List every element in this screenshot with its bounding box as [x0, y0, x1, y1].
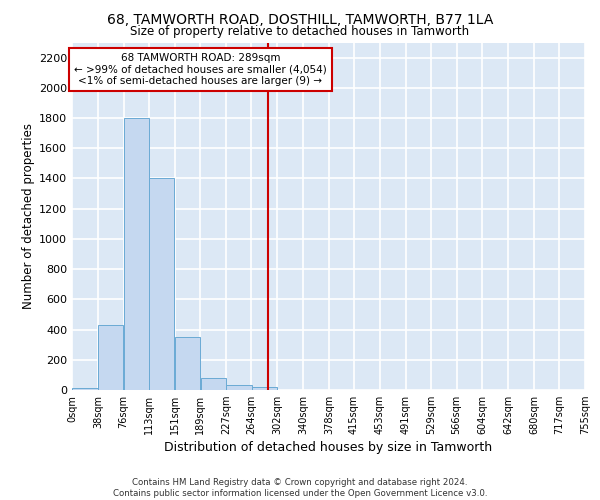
Y-axis label: Number of detached properties: Number of detached properties	[22, 123, 35, 309]
Bar	[226, 386, 252, 390]
X-axis label: Distribution of detached houses by size in Tamworth: Distribution of detached houses by size …	[164, 442, 493, 454]
Bar	[251, 387, 277, 390]
Bar	[200, 378, 226, 390]
Text: 68, TAMWORTH ROAD, DOSTHILL, TAMWORTH, B77 1LA: 68, TAMWORTH ROAD, DOSTHILL, TAMWORTH, B…	[107, 12, 493, 26]
Bar	[98, 325, 124, 390]
Bar	[124, 118, 149, 390]
Bar	[175, 337, 200, 390]
Text: Contains HM Land Registry data © Crown copyright and database right 2024.
Contai: Contains HM Land Registry data © Crown c…	[113, 478, 487, 498]
Text: 68 TAMWORTH ROAD: 289sqm
← >99% of detached houses are smaller (4,054)
<1% of se: 68 TAMWORTH ROAD: 289sqm ← >99% of detac…	[74, 53, 327, 86]
Bar	[72, 388, 98, 390]
Bar	[149, 178, 175, 390]
Text: Size of property relative to detached houses in Tamworth: Size of property relative to detached ho…	[130, 25, 470, 38]
